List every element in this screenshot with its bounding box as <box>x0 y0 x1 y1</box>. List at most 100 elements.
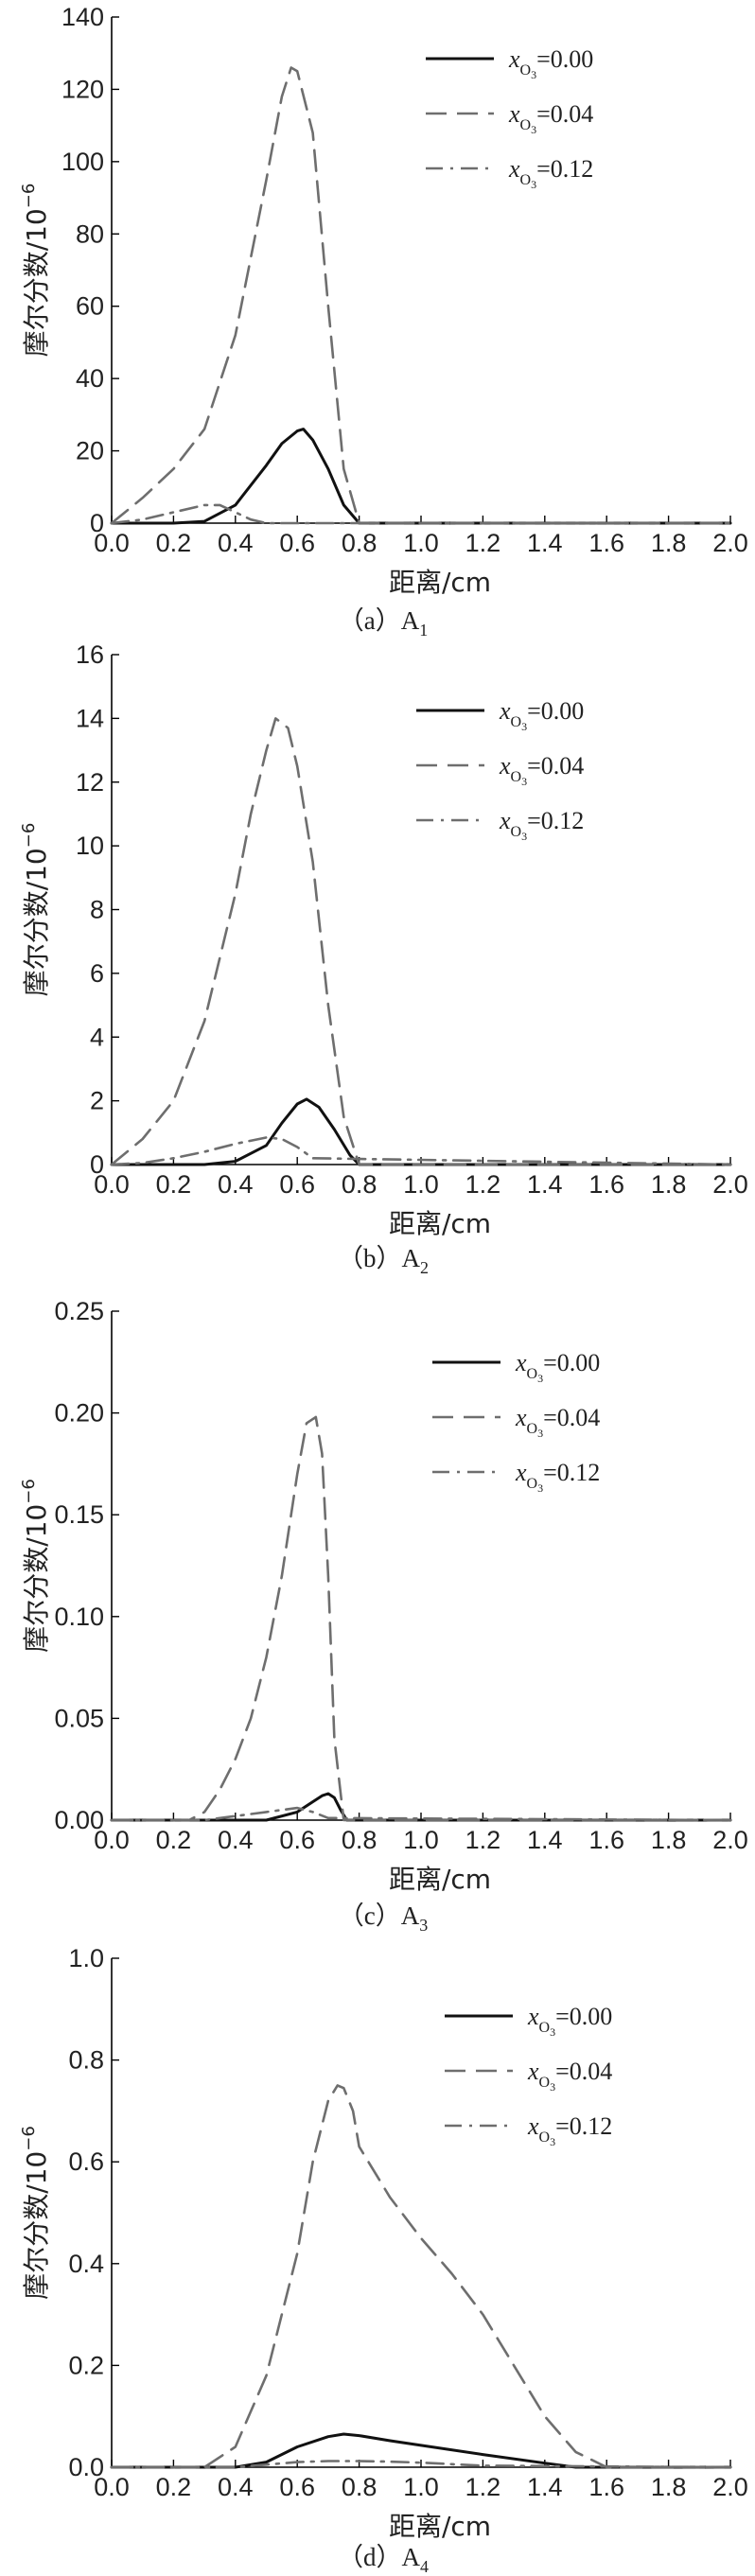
y-axis-title-exponent: −6 <box>19 1479 39 1504</box>
legend-value: =0.00 <box>543 1349 600 1376</box>
x-tick-label: 2.0 <box>712 2473 748 2501</box>
x-tick-label: 1.4 <box>527 2473 563 2501</box>
legend-subscript-index: 3 <box>550 2080 555 2094</box>
y-axis-title-exponent: −6 <box>19 823 39 849</box>
y-tick-label: 60 <box>76 292 104 321</box>
x-tick-label: 1.6 <box>588 1826 624 1854</box>
x-tick-label: 1.8 <box>651 1826 687 1854</box>
legend-label: xO3=0.00 <box>499 697 584 733</box>
x-tick-label: 0.8 <box>342 2473 378 2501</box>
legend-symbol: x <box>515 1349 527 1376</box>
legend-subscript: O <box>511 824 522 840</box>
legend-symbol: x <box>527 2112 539 2140</box>
y-tick-label: 6 <box>90 959 104 988</box>
x-tick-label: 1.4 <box>527 1170 563 1199</box>
x-tick-label: 2.0 <box>712 529 748 557</box>
legend-subscript-index: 3 <box>550 2025 555 2039</box>
legend-subscript: O <box>511 714 522 730</box>
y-axis-title-exponent: −6 <box>19 2126 39 2151</box>
legend-symbol: x <box>508 45 520 73</box>
y-tick-label: 0 <box>90 1150 104 1179</box>
x-tick-label: 1.4 <box>527 529 563 557</box>
legend-label: xO3=0.00 <box>527 2003 612 2039</box>
y-tick-label: 0.00 <box>54 1806 104 1834</box>
legend-symbol: x <box>527 2058 539 2085</box>
x-axis-title: 距离/cm <box>389 567 491 598</box>
y-tick-label: 80 <box>76 219 104 248</box>
y-tick-label: 20 <box>76 437 104 465</box>
legend-value: =0.00 <box>555 2003 612 2030</box>
legend-subscript: O <box>527 1421 538 1437</box>
series-line-solid <box>110 2432 732 2469</box>
x-tick-label: 1.2 <box>465 2473 501 2501</box>
x-axis-title: 距离/cm <box>389 2511 491 2542</box>
y-axis-title: 摩尔分数/10−6 <box>19 2126 52 2300</box>
y-tick-label: 120 <box>61 75 104 103</box>
legend-label: xO3=0.04 <box>527 2058 612 2094</box>
y-tick-label: 0.25 <box>54 1297 104 1325</box>
series-line-solid <box>110 428 732 525</box>
panel-caption-subscript: 3 <box>419 1916 428 1935</box>
y-tick-label: 0.20 <box>54 1399 104 1428</box>
panel-caption: （d）A4 <box>338 2543 429 2576</box>
legend-subscript-index: 3 <box>531 68 536 81</box>
legend-value: =0.12 <box>527 807 584 834</box>
y-axis-title: 摩尔分数/10−6 <box>19 823 52 997</box>
legend-label: xO3=0.00 <box>508 45 593 81</box>
x-tick-label: 0.0 <box>94 1170 130 1199</box>
series-line-dashdot <box>110 503 732 525</box>
legend-label: xO3=0.04 <box>515 1404 600 1440</box>
legend-symbol: x <box>499 752 511 780</box>
y-tick-label: 100 <box>61 148 104 176</box>
y-tick-label: 10 <box>76 832 104 860</box>
x-tick-label: 0.0 <box>94 2473 130 2501</box>
legend-subscript: O <box>511 769 522 785</box>
x-tick-label: 1.6 <box>588 529 624 557</box>
x-tick-label: 0.4 <box>218 2473 254 2501</box>
x-tick-label: 0.2 <box>156 1826 192 1854</box>
legend-value: =0.12 <box>555 2112 612 2140</box>
legend-symbol: x <box>515 1459 527 1486</box>
legend-value: =0.04 <box>555 2058 612 2085</box>
y-tick-label: 0.15 <box>54 1500 104 1529</box>
x-tick-label: 0.0 <box>94 1826 130 1854</box>
x-axis-title: 距离/cm <box>389 1864 491 1895</box>
chart-panel-c: 0.00 0.05 0.10 0.15 0.20 0.25 0.0 0.2 0.4 0.6 0.8 1… <box>19 1297 748 1935</box>
legend-value: =0.00 <box>527 697 584 725</box>
x-tick-label: 1.0 <box>403 2473 439 2501</box>
x-tick-label: 0.4 <box>218 529 254 557</box>
legend-symbol: x <box>499 697 511 725</box>
series-line-dashed <box>110 717 732 1166</box>
x-tick-label: 1.8 <box>651 2473 687 2501</box>
legend-value: =0.04 <box>543 1404 600 1431</box>
y-tick-label: 2 <box>90 1087 104 1115</box>
x-tick-label: 0.2 <box>156 1170 192 1199</box>
legend-symbol: x <box>508 155 520 183</box>
panel-caption: （a）A1 <box>339 606 428 640</box>
legend-subscript: O <box>527 1476 538 1492</box>
legend-value: =0.00 <box>536 45 593 73</box>
panel-caption-subscript: 4 <box>420 2557 429 2576</box>
series-line-solid <box>110 1097 732 1166</box>
y-tick-label: 4 <box>90 1023 104 1051</box>
chart-panel-d: 0.0 0.2 0.4 0.6 0.8 1.0 0.0 0.2 0.4 0.6 0.8 1.0 1.2 1… <box>19 1944 748 2576</box>
x-tick-label: 0.8 <box>342 529 378 557</box>
y-tick-label: 12 <box>76 768 104 797</box>
chart-panel-a: 0 20 40 60 80 100 120 140 0.0 0.2 0.4 0.6 0.8 1.0 1.2 1… <box>19 3 748 640</box>
legend-subscript: O <box>527 1366 538 1382</box>
y-tick-label: 0 <box>90 509 104 537</box>
legend-subscript: O <box>539 2129 551 2146</box>
y-tick-label: 40 <box>76 364 104 393</box>
panel-caption-subscript: 1 <box>419 621 428 640</box>
legend-subscript-index: 3 <box>521 720 527 733</box>
x-tick-label: 1.8 <box>651 1170 687 1199</box>
series-line-dashed <box>110 1415 732 1822</box>
x-tick-label: 1.4 <box>527 1826 563 1854</box>
legend-subscript: O <box>539 2020 551 2036</box>
x-tick-label: 2.0 <box>712 1170 748 1199</box>
series-line-dashed <box>110 2084 732 2469</box>
x-tick-label: 1.0 <box>403 1826 439 1854</box>
legend-subscript-index: 3 <box>537 1372 543 1385</box>
legend-label: xO3=0.12 <box>499 807 584 843</box>
panel-caption-subscript: 2 <box>420 1258 429 1277</box>
